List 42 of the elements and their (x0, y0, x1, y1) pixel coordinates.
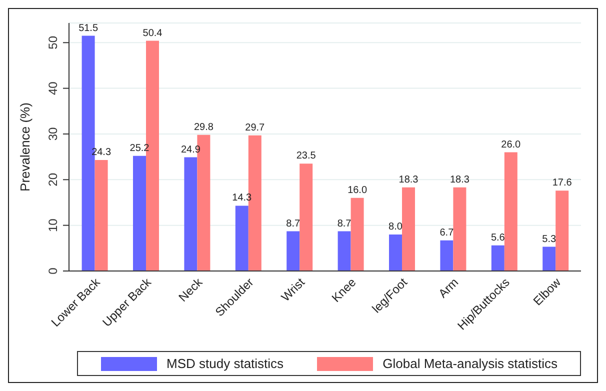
bar (184, 157, 198, 271)
x-tick-label: Arm (436, 275, 462, 301)
legend-label: MSD study statistics (166, 356, 284, 371)
data-label: 5.3 (542, 234, 556, 245)
data-label: 16.0 (348, 184, 368, 196)
bar (491, 245, 504, 271)
bar (402, 187, 415, 271)
data-label: 18.3 (398, 174, 419, 186)
bar (94, 160, 108, 271)
data-label: 8.0 (388, 221, 403, 232)
bar (504, 152, 518, 271)
legend-label: Global Meta-analysis statistics (382, 356, 558, 371)
data-label: 8.7 (337, 218, 352, 230)
bar (235, 206, 248, 271)
data-label: 6.7 (440, 227, 454, 238)
data-label: 26.0 (501, 139, 522, 150)
data-label: 29.8 (194, 122, 214, 133)
bar (300, 164, 313, 271)
data-label: 17.6 (552, 178, 572, 189)
bar (542, 246, 556, 271)
data-label: 29.7 (245, 122, 266, 134)
bar (350, 198, 364, 271)
bar (556, 190, 569, 271)
data-label: 5.6 (490, 232, 506, 244)
y-tick-label: 10 (46, 218, 60, 232)
y-tick-label: 50 (46, 36, 60, 50)
bar (440, 240, 454, 271)
data-label: 18.3 (450, 174, 470, 186)
bar (453, 187, 466, 271)
y-tick-label: 20 (46, 172, 60, 186)
bar (133, 156, 146, 271)
data-label: 8.7 (286, 218, 300, 230)
bar (389, 234, 402, 271)
data-label: 50.4 (142, 28, 163, 39)
data-label: 51.5 (78, 22, 98, 34)
y-tick-label: 0 (46, 267, 60, 274)
bar (338, 231, 351, 271)
data-label: 23.5 (296, 150, 316, 162)
y-tick-label: 30 (46, 126, 60, 141)
y-axis-title: Prevalence (%) (18, 102, 33, 192)
y-tick-label: 40 (46, 81, 60, 95)
bar (286, 231, 300, 271)
